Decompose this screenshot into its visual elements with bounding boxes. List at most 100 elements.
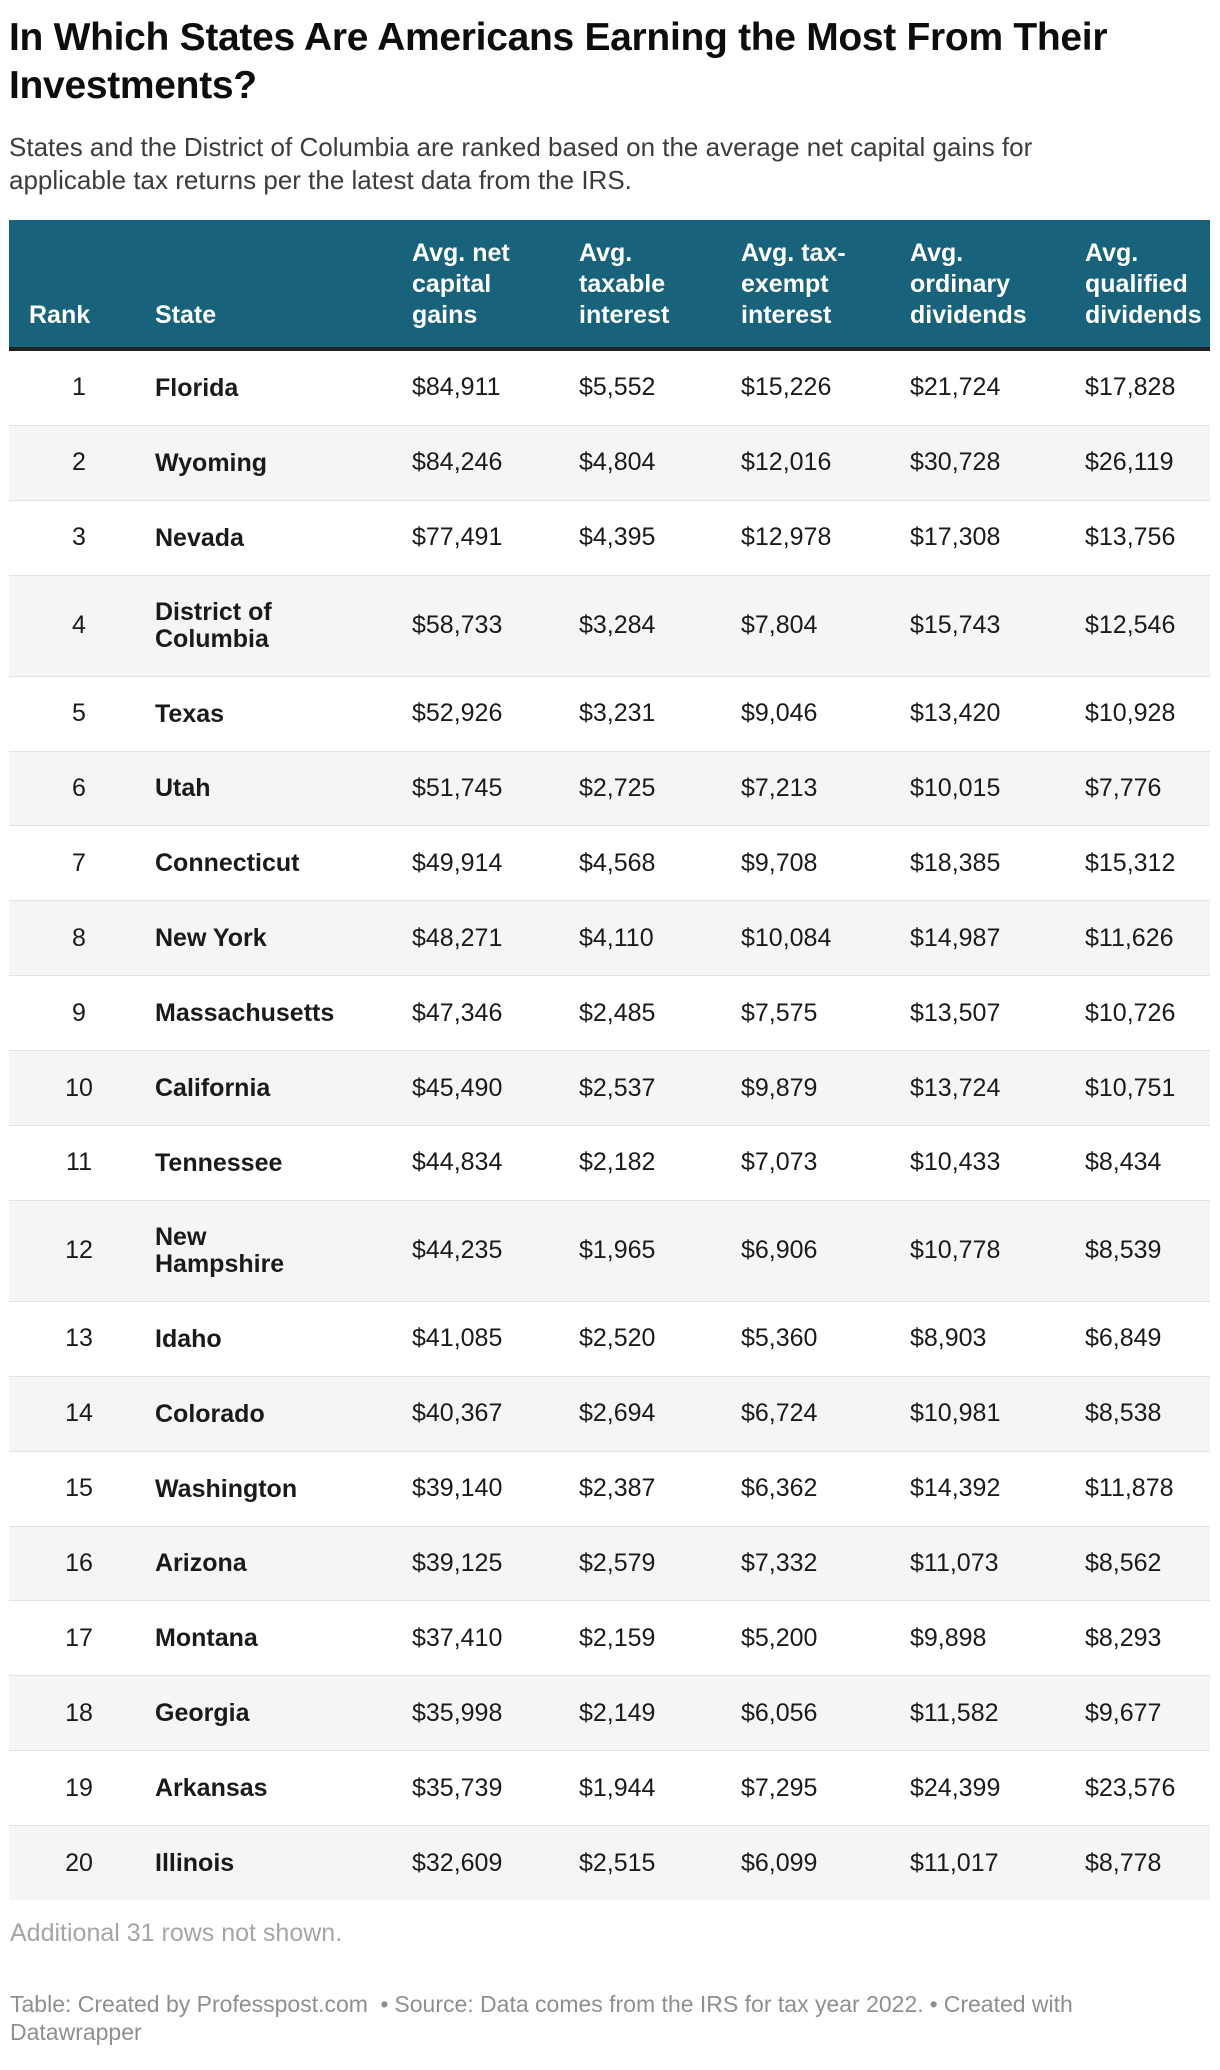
rows-not-shown-note: Additional 31 rows not shown. xyxy=(10,1919,343,1948)
qualified-dividends-cell: $8,538 xyxy=(1079,1375,1210,1452)
page-subtitle: States and the District of Columbia are … xyxy=(9,132,1033,195)
qualified-dividends-cell: $7,776 xyxy=(1079,750,1210,826)
taxable-interest-cell: $4,110 xyxy=(573,900,735,976)
qualified-dividends-cell: $8,562 xyxy=(1079,1525,1210,1601)
tax-exempt-interest-cell: $15,226 xyxy=(741,373,832,402)
ordinary-dividends-cell: $14,392 xyxy=(904,1450,1079,1527)
page-title: In Which States Are Americans Earning th… xyxy=(9,16,1108,107)
rank-cell: 14 xyxy=(9,1375,149,1452)
taxable-interest-cell: $5,552 xyxy=(579,373,656,402)
column-header-taxable_interest: Avg. taxable interest xyxy=(573,220,735,351)
column-header-net_capital_gains: Avg. net capital gains xyxy=(406,220,573,351)
taxable-interest-cell: $1,965 xyxy=(573,1199,735,1302)
rank-cell: 5 xyxy=(9,675,149,752)
state-cell: Arkansas xyxy=(149,1750,406,1826)
table-row: 3 Nevada $77,491 $4,395 $12,978 $17,308 $13,75… xyxy=(9,499,1210,576)
taxable-interest-cell: $4,568 xyxy=(573,825,735,901)
state-cell: Idaho xyxy=(149,1300,406,1377)
net-capital-gains-cell: $35,998 xyxy=(406,1675,573,1751)
net-capital-gains-cell: $41,085 xyxy=(406,1300,573,1377)
table-container: Rank State Avg. net capital gains Avg. taxa… xyxy=(9,220,1210,1901)
state-cell: Arizona xyxy=(149,1525,406,1601)
taxable-interest-cell: $2,149 xyxy=(573,1675,735,1751)
taxable-interest-cell: $2,579 xyxy=(573,1525,735,1601)
rank-cell: 2 xyxy=(9,424,149,501)
state-cell: Florida xyxy=(155,373,239,402)
table-row: 12 New Hampshire $44,235 $1,965 $6,906 $10,77… xyxy=(9,1199,1210,1302)
table-row: 1 Florida $84,911 $5,552 $15,226 $21,724 $17,8… xyxy=(9,349,1210,425)
rank-cell: 3 xyxy=(9,499,149,576)
ordinary-dividends-cell: $11,017 xyxy=(904,1825,1079,1901)
table-row: 9 Massachusetts $47,346 $2,485 $7,575 $13,507… xyxy=(9,975,1210,1051)
rank-cell: 15 xyxy=(9,1450,149,1527)
qualified-dividends-cell: $12,546 xyxy=(1079,574,1210,677)
table-row: 6 Utah $51,745 $2,725 $7,213 $10,015 $7,776 xyxy=(9,750,1210,826)
taxable-interest-cell: $2,182 xyxy=(573,1125,735,1201)
table-row: 8 New York $48,271 $4,110 $10,084 $14,987 $11,… xyxy=(9,900,1210,976)
taxable-interest-cell: $2,694 xyxy=(573,1375,735,1452)
net-capital-gains-cell: $52,926 xyxy=(406,675,573,752)
state-cell: Wyoming xyxy=(149,424,406,501)
taxable-interest-cell: $2,537 xyxy=(573,1050,735,1126)
state-cell: Tennessee xyxy=(149,1125,406,1201)
state-cell: Massachusetts xyxy=(149,975,406,1051)
table-row: 15 Washington $39,140 $2,387 $6,362 $14,392 $1… xyxy=(9,1450,1210,1527)
column-header-qualified_dividends: Avg. qualified dividends xyxy=(1079,220,1210,351)
rank-cell: 17 xyxy=(9,1600,149,1676)
tax-exempt-interest-cell: $7,332 xyxy=(735,1525,904,1601)
net-capital-gains-cell: $58,733 xyxy=(406,574,573,677)
taxable-interest-cell: $2,515 xyxy=(573,1825,735,1901)
taxable-interest-cell: $4,395 xyxy=(573,499,735,576)
state-cell: Texas xyxy=(149,675,406,752)
net-capital-gains-cell: $40,367 xyxy=(406,1375,573,1452)
tax-exempt-interest-cell: $6,906 xyxy=(735,1199,904,1302)
qualified-dividends-cell: $9,677 xyxy=(1079,1675,1210,1751)
table-body: 1 Florida $84,911 $5,552 $15,226 $21,724 $17,8… xyxy=(9,349,1210,1901)
tax-exempt-interest-cell: $12,978 xyxy=(735,499,904,576)
footer-separator: • xyxy=(929,1991,938,2018)
column-header-rank: Rank xyxy=(9,220,149,351)
net-capital-gains-cell: $32,609 xyxy=(406,1825,573,1901)
tax-exempt-interest-cell: $6,362 xyxy=(735,1450,904,1527)
qualified-dividends-cell: $26,119 xyxy=(1079,424,1210,501)
tax-exempt-interest-cell: $5,200 xyxy=(735,1600,904,1676)
rank-cell: 12 xyxy=(9,1199,149,1302)
footer-separator: • xyxy=(380,1991,389,2018)
ordinary-dividends-cell: $9,898 xyxy=(904,1600,1079,1676)
column-header-tax_exempt_interest: Avg. tax-exempt interest xyxy=(735,220,904,351)
table-row: 18 Georgia $35,998 $2,149 $6,056 $11,582 $9,67… xyxy=(9,1675,1210,1751)
rank-cell: 4 xyxy=(9,574,149,677)
rank-cell: 9 xyxy=(9,975,149,1051)
taxable-interest-cell: $3,231 xyxy=(573,675,735,752)
ordinary-dividends-cell: $13,420 xyxy=(904,675,1079,752)
net-capital-gains-cell: $45,490 xyxy=(406,1050,573,1126)
rank-cell: 18 xyxy=(9,1675,149,1751)
rank-cell: 16 xyxy=(9,1525,149,1601)
ordinary-dividends-cell: $17,308 xyxy=(904,499,1079,576)
taxable-interest-cell: $2,387 xyxy=(573,1450,735,1527)
tax-exempt-interest-cell: $7,804 xyxy=(735,574,904,677)
qualified-dividends-cell: $10,726 xyxy=(1079,975,1210,1051)
net-capital-gains-cell: $44,834 xyxy=(406,1125,573,1201)
net-capital-gains-cell: $35,739 xyxy=(406,1750,573,1826)
ordinary-dividends-cell: $13,507 xyxy=(904,975,1079,1051)
net-capital-gains-cell: $39,125 xyxy=(406,1525,573,1601)
net-capital-gains-cell: $39,140 xyxy=(406,1450,573,1527)
rank-cell: 8 xyxy=(9,900,149,976)
qualified-dividends-cell: $8,293 xyxy=(1079,1600,1210,1676)
ordinary-dividends-cell: $11,582 xyxy=(904,1675,1079,1751)
rank-cell: 13 xyxy=(9,1300,149,1377)
state-cell: Georgia xyxy=(149,1675,406,1751)
qualified-dividends-cell: $10,751 xyxy=(1079,1050,1210,1126)
ordinary-dividends-cell: $10,015 xyxy=(904,750,1079,826)
state-cell: Montana xyxy=(149,1600,406,1676)
column-header-ordinary_dividends: Avg. ordinary dividends xyxy=(904,220,1079,351)
qualified-dividends-cell: $17,828 xyxy=(1085,373,1176,402)
net-capital-gains-cell: $48,271 xyxy=(406,900,573,976)
taxable-interest-cell: $3,284 xyxy=(573,574,735,677)
state-cell: California xyxy=(149,1050,406,1126)
table-row: 10 California $45,490 $2,537 $9,879 $13,724 $1… xyxy=(9,1050,1210,1126)
tax-exempt-interest-cell: $6,099 xyxy=(735,1825,904,1901)
table-row: 7 Connecticut $49,914 $4,568 $9,708 $18,385 $1… xyxy=(9,825,1210,901)
